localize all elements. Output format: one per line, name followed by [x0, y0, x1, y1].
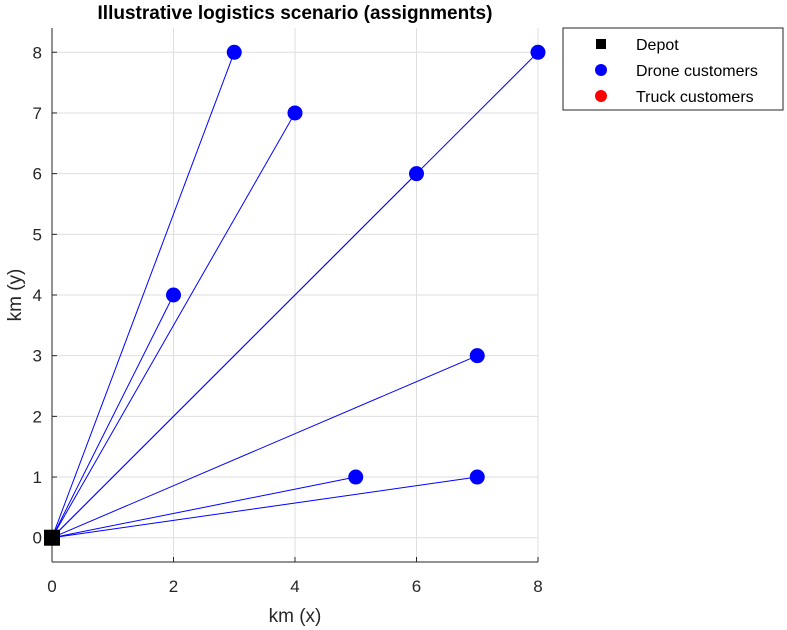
x-tick-label: 8 — [533, 577, 542, 596]
customer-marker — [469, 469, 485, 485]
data-marks — [44, 44, 546, 546]
customer-marker — [166, 287, 181, 303]
y-tick-label: 6 — [33, 165, 42, 184]
legend-label: Truck customers — [636, 89, 754, 106]
assignment-line — [51, 112, 296, 538]
assignment-lines — [51, 51, 539, 539]
customer-marker — [469, 348, 485, 364]
y-tick-label: 8 — [33, 43, 42, 62]
legend: Depot Drone customers Truck customers — [562, 27, 784, 111]
y-axis-label: km (y) — [5, 269, 26, 322]
customer-marker — [348, 469, 364, 485]
x-axis-label: km (x) — [269, 606, 322, 627]
assignment-line — [51, 476, 478, 539]
x-tick-label: 6 — [412, 577, 421, 596]
customer-marker — [530, 44, 546, 60]
y-tick-label: 5 — [33, 225, 42, 244]
y-tick-label: 3 — [33, 347, 42, 366]
x-tick-label: 2 — [169, 577, 178, 596]
y-tick-label: 4 — [33, 286, 42, 305]
x-tick-label: 0 — [47, 577, 56, 596]
assignment-line — [51, 476, 356, 539]
y-tick-label: 1 — [33, 468, 42, 487]
legend-marker-square — [596, 39, 606, 49]
chart-title: Illustrative logistics scenario (assignm… — [98, 3, 493, 24]
y-tick-label: 7 — [33, 104, 42, 123]
x-tick-label: 4 — [290, 577, 299, 596]
legend-label: Depot — [636, 37, 679, 54]
legend-marker-circle — [595, 64, 607, 76]
y-tick-label: 0 — [33, 529, 42, 548]
legend-label: Drone customers — [636, 63, 758, 80]
assignment-line — [51, 355, 478, 539]
depot-marker — [44, 529, 60, 546]
assignment-line — [51, 52, 235, 538]
customer-marker — [226, 44, 242, 60]
customer-marker — [287, 105, 303, 121]
customer-marker — [409, 166, 424, 182]
legend-marker-circle — [595, 90, 607, 102]
y-tick-label: 2 — [33, 407, 42, 426]
assignment-line — [51, 173, 417, 539]
assignment-line — [51, 294, 174, 538]
